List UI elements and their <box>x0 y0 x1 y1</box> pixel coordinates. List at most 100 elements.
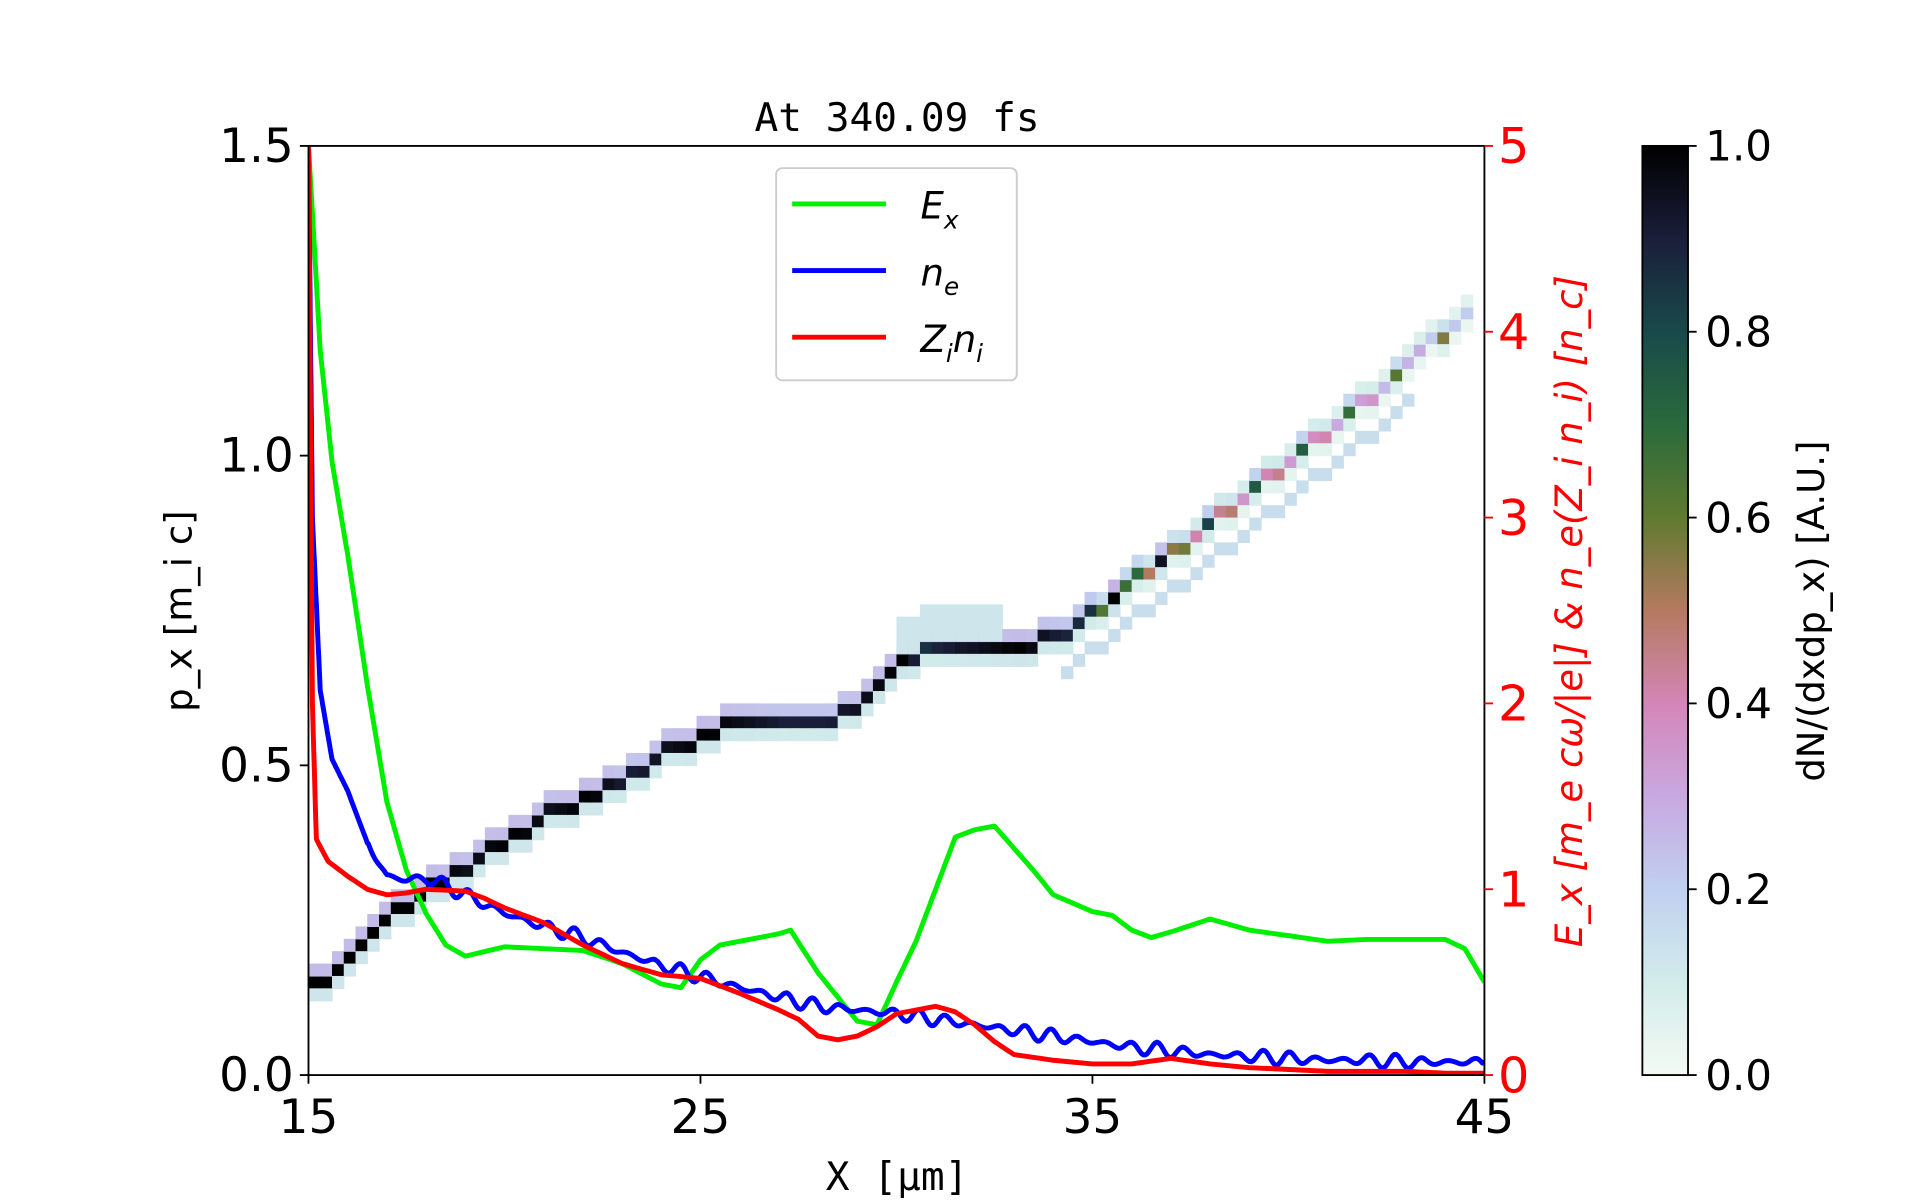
heatmap-cell <box>872 691 886 705</box>
heatmap-cell <box>1213 517 1227 531</box>
heatmap-cell <box>1343 443 1356 457</box>
heatmap-cell <box>1131 554 1145 568</box>
heatmap-cell <box>637 777 651 791</box>
heatmap-cell <box>1225 542 1239 556</box>
heatmap-cell <box>531 802 545 816</box>
heatmap-cell <box>1237 492 1250 506</box>
heatmap-cell <box>1166 579 1180 593</box>
heatmap-cell <box>1272 455 1286 469</box>
heatmap-cell <box>649 765 662 779</box>
heatmap-cell <box>790 728 803 742</box>
heatmap-cell <box>578 790 592 804</box>
heatmap-cell <box>1014 653 1027 667</box>
heatmap-cell <box>426 864 439 878</box>
heatmap-cell <box>590 777 604 791</box>
heatmap-cell <box>1413 331 1427 345</box>
heatmap-cell <box>1108 591 1121 605</box>
heatmap-cell <box>1390 356 1403 370</box>
heatmap-cell <box>1390 381 1403 395</box>
heatmap-cell <box>1366 406 1380 420</box>
heatmap-cell <box>1378 368 1391 382</box>
heatmap-cell <box>720 703 733 717</box>
heatmap-cell <box>731 715 745 729</box>
heatmap-cell <box>625 777 639 791</box>
heatmap-cell <box>508 827 521 841</box>
heatmap-cell <box>449 852 462 866</box>
heatmap-cell <box>861 703 874 717</box>
heatmap-cell <box>967 641 980 655</box>
heatmap-cell <box>696 715 709 729</box>
heatmap-cell <box>1213 492 1227 506</box>
heatmap-cell <box>1190 517 1203 531</box>
heatmap-cell <box>943 604 956 642</box>
heatmap-cell <box>520 814 533 828</box>
heatmap-cell <box>1343 406 1356 420</box>
heatmap-cell <box>955 653 968 667</box>
heatmap-cell <box>625 765 639 779</box>
heatmap-cell <box>943 641 956 655</box>
heatmap-cell <box>1119 567 1133 581</box>
heatmap-cell <box>1178 529 1192 543</box>
colorbar-tick-label: 0.2 <box>1705 865 1772 914</box>
heatmap-cell <box>1025 653 1039 667</box>
heatmap-cell <box>473 852 486 866</box>
heatmap-cell <box>1096 641 1109 655</box>
heatmap-cell <box>978 604 992 642</box>
heatmap-cell <box>367 938 380 952</box>
heatmap-cell <box>1119 591 1133 605</box>
heatmap-cell <box>1213 542 1227 556</box>
heatmap-cell <box>661 740 674 754</box>
heatmap-cell <box>567 814 580 828</box>
heatmap-cell <box>308 963 321 977</box>
heatmap-cell <box>1143 567 1156 581</box>
heatmap-cell <box>1202 554 1215 568</box>
heatmap-cell <box>1296 455 1309 469</box>
heatmap-cell <box>1002 653 1015 667</box>
heatmap-cell <box>1225 492 1239 506</box>
heatmap-cell <box>814 728 827 742</box>
heatmap-cell <box>1072 629 1086 643</box>
x-tick-label: 35 <box>1063 1090 1123 1145</box>
heatmap-cell <box>1119 616 1133 630</box>
heatmap-cell <box>343 951 357 965</box>
heatmap-cell <box>1449 319 1462 333</box>
heatmap-cell <box>402 914 415 928</box>
heatmap-cell <box>1143 579 1156 593</box>
heatmap-cell <box>1084 616 1097 630</box>
plot-frame <box>307 144 1486 1076</box>
heatmap-cell <box>1331 418 1344 432</box>
heatmap-cell <box>767 703 780 717</box>
heatmap-cell <box>684 728 698 742</box>
heatmap-cell <box>708 728 721 742</box>
heatmap-cell <box>449 864 462 878</box>
heatmap-cell <box>1437 331 1450 345</box>
heatmap-cell <box>1249 517 1262 531</box>
heatmap-cell <box>1331 430 1344 444</box>
heatmap-cell <box>649 752 662 766</box>
heatmap-cell <box>484 827 498 841</box>
heatmap-cell <box>1213 505 1227 519</box>
heatmap-cell <box>1366 393 1380 407</box>
heatmap-cell <box>1025 641 1039 655</box>
x-axis-label: X [μm] <box>826 1154 969 1200</box>
heatmap-cell <box>849 691 862 705</box>
heatmap-cell <box>1166 542 1180 556</box>
heatmap-cell <box>555 802 568 816</box>
heatmap-cell <box>790 715 803 729</box>
heatmap-cell <box>1402 344 1415 358</box>
heatmap-cell <box>673 740 686 754</box>
heatmap-cell <box>461 864 474 878</box>
heatmap-cell <box>1025 629 1039 643</box>
heatmap-cell <box>896 666 909 680</box>
heatmap-cell <box>602 765 615 779</box>
heatmap-cell <box>731 728 745 742</box>
heatmap-cell <box>484 839 498 853</box>
heatmap-cell <box>1355 393 1368 407</box>
heatmap-cell <box>908 666 921 680</box>
heatmap-cell <box>814 715 827 729</box>
heatmap-cell <box>625 752 639 766</box>
heatmap-cell <box>1402 393 1415 407</box>
heatmap-cell <box>1096 604 1109 618</box>
heatmap-cell <box>814 703 827 717</box>
heatmap-cell <box>531 814 545 828</box>
